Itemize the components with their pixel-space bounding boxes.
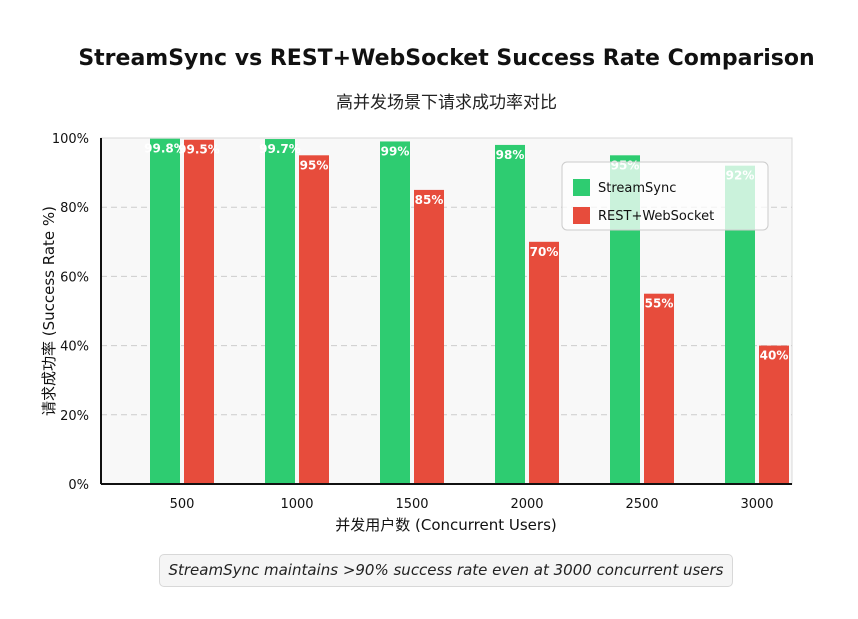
bar-value-label: 99.5% — [178, 143, 220, 157]
bar-streamsync — [150, 138, 180, 484]
x-tick-label: 2500 — [625, 497, 658, 512]
legend: StreamSync REST+WebSocket — [561, 161, 769, 231]
x-tick-label: 1500 — [395, 497, 428, 512]
legend-box — [561, 161, 769, 231]
x-tick-label: 2000 — [510, 497, 543, 512]
bar-rest-websocket — [529, 241, 559, 484]
legend-label-rest-websocket: REST+WebSocket — [598, 209, 714, 224]
bar-value-label: 95% — [300, 158, 329, 172]
x-axis-label: 并发用户数 (Concurrent Users) — [335, 516, 557, 534]
legend-swatch-rest-websocket — [573, 207, 590, 224]
legend-label-streamsync: StreamSync — [598, 181, 676, 196]
y-tick-label: 40% — [60, 340, 89, 355]
bar-rest-websocket — [644, 293, 674, 484]
y-tick-label: 100% — [52, 132, 89, 147]
bar-rest-websocket — [759, 345, 789, 484]
bar-value-label: 70% — [530, 245, 559, 259]
x-tick-label: 500 — [170, 497, 195, 512]
y-tick-labels: 0% 20% 40% 60% 80% 100% — [52, 132, 89, 493]
bar-value-label: 98% — [496, 148, 525, 162]
footnote-box: StreamSync maintains >90% success rate e… — [159, 554, 733, 587]
bar-value-label: 85% — [415, 193, 444, 207]
x-tick-label: 3000 — [740, 497, 773, 512]
bar-rest-websocket — [299, 155, 329, 485]
bar-value-label: 99.8% — [144, 142, 186, 156]
bar-streamsync — [495, 144, 525, 485]
x-tick-label: 1000 — [280, 497, 313, 512]
bar-streamsync — [265, 139, 295, 484]
y-tick-label: 80% — [60, 201, 89, 216]
x-tick-labels: 500 1000 1500 2000 2500 3000 — [170, 497, 774, 512]
bar-value-label: 99.7% — [259, 142, 301, 156]
bar-value-label: 55% — [645, 297, 674, 311]
legend-swatch-streamsync — [573, 179, 590, 196]
bar-value-label: 99% — [381, 144, 410, 158]
chart-subtitle: 高并发场景下请求成功率对比 — [336, 93, 557, 113]
chart-title: StreamSync vs REST+WebSocket Success Rat… — [78, 46, 815, 71]
bars: 99.8%99.5%99.7%95%99%85%98%70%95%55%92%4… — [144, 138, 789, 485]
y-tick-label: 0% — [68, 478, 89, 493]
y-tick-label: 20% — [60, 409, 89, 424]
bar-rest-websocket — [184, 139, 214, 485]
bar-streamsync — [380, 141, 410, 484]
bar-rest-websocket — [414, 189, 444, 484]
bar-value-label: 40% — [760, 349, 789, 363]
y-tick-label: 60% — [60, 270, 89, 285]
y-axis-label: 请求成功率 (Success Rate %) — [40, 206, 58, 416]
